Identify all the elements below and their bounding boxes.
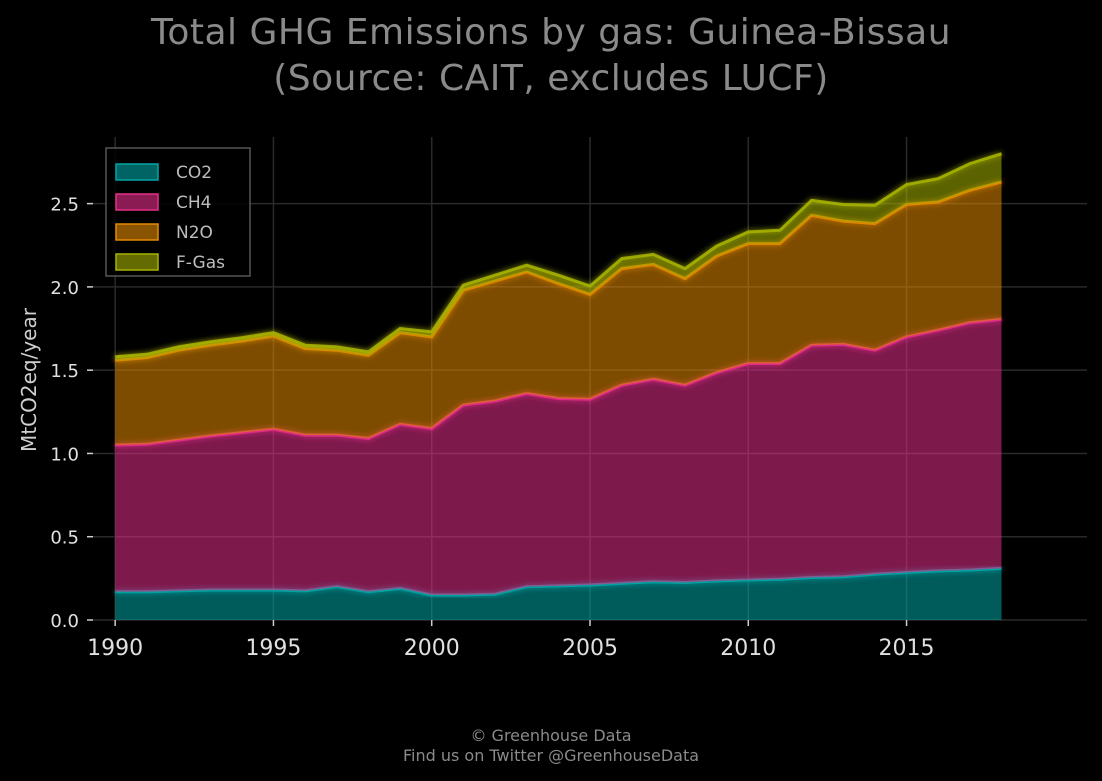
- legend-swatch: [115, 253, 159, 271]
- legend: CO2 CH4 N2O F-Gas: [105, 147, 251, 277]
- legend-label: CH4: [176, 193, 211, 213]
- x-tick-label: 2010: [720, 636, 776, 661]
- legend-swatch: [115, 223, 159, 241]
- legend-label: N2O: [176, 223, 213, 243]
- legend-swatch: [115, 193, 159, 211]
- line-f-gas: [115, 152, 1002, 359]
- y-axis-label: MtCO2eq/year: [17, 307, 41, 452]
- y-tick-label: 0.5: [50, 528, 79, 549]
- y-tick-label: 0.0: [50, 611, 79, 632]
- y-tick-label: 1.5: [50, 361, 79, 382]
- legend-swatch: [115, 163, 159, 181]
- footer-copyright: © Greenhouse Data: [470, 726, 632, 745]
- legend-label: CO2: [176, 163, 212, 183]
- y-tick-label: 2.5: [50, 195, 79, 216]
- x-tick-label: 1995: [245, 636, 301, 661]
- area-co2: [115, 568, 1002, 620]
- chart-title-line2: (Source: CAIT, excludes LUCF): [273, 58, 829, 99]
- chart-title-line1: Total GHG Emissions by gas: Guinea-Bissa…: [150, 12, 952, 53]
- x-tick-label: 1990: [87, 636, 143, 661]
- legend-label: F-Gas: [176, 253, 225, 273]
- y-tick-label: 2.0: [50, 278, 79, 299]
- axes: 0.0 0.5 1.0 1.5 2.0 2.5 1990 1995 2000 2005 2010 20…: [50, 195, 934, 661]
- area-series: [115, 152, 1002, 620]
- x-tick-label: 2005: [562, 636, 618, 661]
- x-tick-label: 2000: [404, 636, 460, 661]
- x-tick-label: 2015: [879, 636, 935, 661]
- footer-twitter: Find us on Twitter @GreenhouseData: [402, 746, 700, 765]
- area-n2o: [115, 182, 1002, 446]
- y-tick-label: 1.0: [50, 444, 79, 465]
- area-ch4: [115, 319, 1002, 595]
